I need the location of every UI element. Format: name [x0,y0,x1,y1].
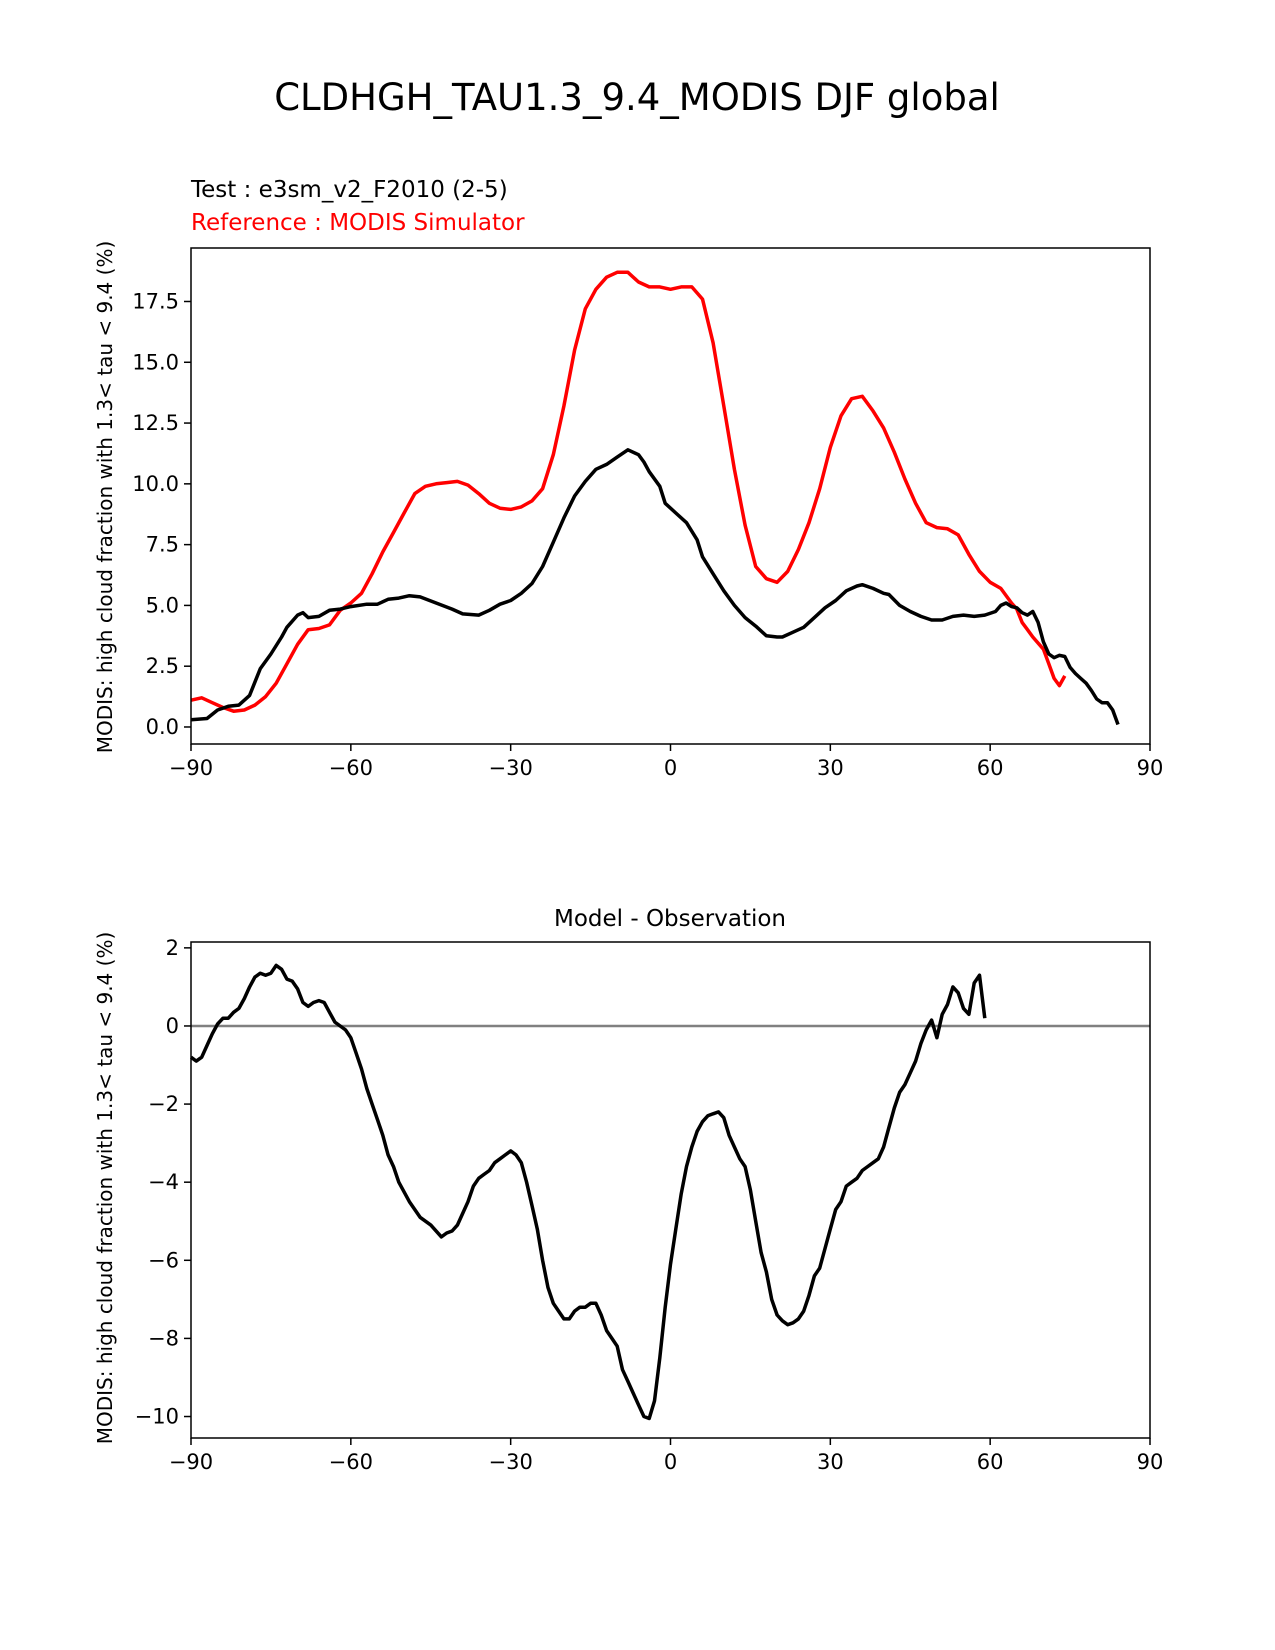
bottom-tick-layer: −90 −60 −30 0 30 60 90 −10 −8 −6 −4 −2 0 2 [135,936,1164,1474]
top-y-tick-label: 2.5 [146,654,179,678]
bottom-y-tick-label: 0 [166,1014,179,1038]
bottom-x-tick-label: −90 [169,1450,213,1474]
bottom-y-tick-label: −10 [135,1405,179,1429]
top-plot-frame [190,247,1151,745]
top-y-tick-label: 17.5 [132,289,179,313]
bottom-y-tick-label: 2 [166,936,179,960]
top-y-tick-label: 5.0 [146,593,179,617]
bottom-x-tick-label: 90 [1137,1450,1164,1474]
bottom-y-tick-label: −4 [148,1170,179,1194]
bottom-x-tick-label: 60 [977,1450,1004,1474]
top-y-tick-label: 0.0 [146,715,179,739]
legend-reference: Reference : MODIS Simulator [191,210,525,236]
top-y-axis-label: MODIS: high cloud fraction with 1.3< tau… [93,241,117,753]
bottom-plot-frame [190,941,1151,1439]
bottom-x-tick-label: 30 [817,1450,844,1474]
top-chart: Test : e3sm_v2_F2010 (2-5) Reference : M… [93,177,1163,780]
bottom-x-tick-label: −60 [329,1450,373,1474]
bottom-x-tick-label: −30 [489,1450,533,1474]
top-line-layer [190,270,1120,726]
top-tick-layer: −90 −60 −30 0 30 60 90 0.0 2.5 5.0 7.5 10.0 12.5 15.0… [132,289,1163,780]
top-y-tick-label: 10.0 [132,472,179,496]
top-x-tick-label: 0 [664,756,677,780]
top-y-tick-label: 7.5 [146,533,179,557]
top-y-tick-label: 12.5 [132,411,179,435]
figure-title: CLDHGH_TAU1.3_9.4_MODIS DJF global [274,76,1000,119]
top-x-tick-label: 30 [817,756,844,780]
top-x-tick-label: −60 [329,756,373,780]
top-y-tick-label: 15.0 [132,350,179,374]
top-x-tick-label: −30 [489,756,533,780]
top-x-tick-label: 90 [1137,756,1164,780]
top-x-tick-label: −90 [169,756,213,780]
bottom-chart: Model - Observation MODIS: high cloud fr… [93,906,1163,1474]
bottom-chart-title: Model - Observation [554,906,786,932]
bottom-y-tick-label: −8 [148,1326,179,1350]
legend-test: Test : e3sm_v2_F2010 (2-5) [190,177,508,203]
bottom-y-axis-label: MODIS: high cloud fraction with 1.3< tau… [93,932,117,1444]
test-series-line [190,448,1120,726]
bottom-line-layer [189,963,1150,1421]
reference-series-line [190,270,1067,713]
bottom-y-tick-label: −6 [148,1248,179,1272]
difference-series-line [189,963,987,1421]
bottom-x-tick-label: 0 [664,1450,677,1474]
bottom-y-tick-label: −2 [148,1092,179,1116]
top-x-tick-label: 60 [977,756,1004,780]
